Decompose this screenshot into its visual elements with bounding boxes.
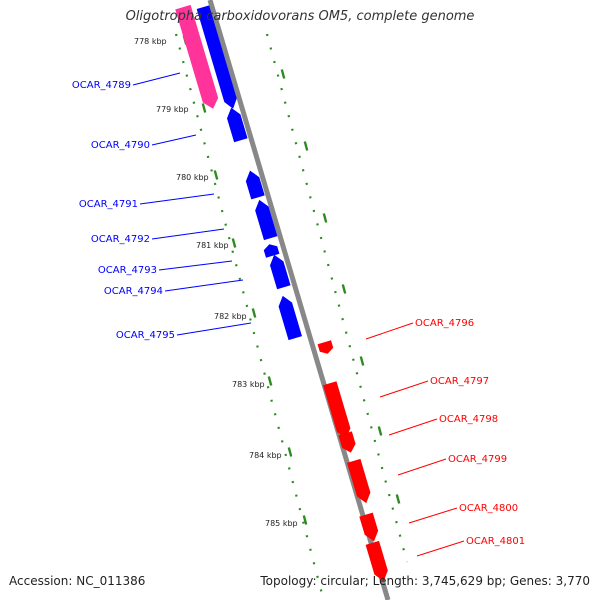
gene-label[interactable]: OCAR_4789 (72, 80, 131, 91)
ruler-tick (302, 515, 308, 525)
gene-label[interactable]: OCAR_4793 (98, 265, 157, 276)
ruler-tick (303, 141, 309, 151)
scale-label: 782 kbp (214, 312, 247, 321)
gene-leader-line (365, 322, 414, 340)
gene-arrows (175, 4, 388, 582)
gene-arrow (338, 431, 356, 453)
ruler-tick (201, 103, 207, 113)
scale-label: 785 kbp (265, 519, 298, 528)
gene-leader-line (139, 193, 215, 205)
genome-summary-text: Topology: circular; Length: 3,745,629 bp… (260, 574, 590, 588)
gene-label[interactable]: OCAR_4796 (415, 318, 474, 329)
gene-labels: OCAR_4789 OCAR_4790 OCAR_4791 OCAR_4792 OCAR… (72, 72, 525, 557)
scale-labels: 778 kbp 779 kbp 780 kbp 781 kbp 782 kbp 783 k… (134, 37, 298, 528)
scale-label: 779 kbp (156, 105, 189, 114)
gene-leader-line (397, 458, 447, 476)
gene-arrow (255, 199, 278, 241)
gene-label[interactable]: OCAR_4791 (79, 199, 138, 210)
gene-label[interactable]: OCAR_4792 (91, 234, 150, 245)
inner-dotted-ruler (174, 33, 324, 595)
ruler-tick (251, 308, 257, 318)
scale-label: 780 kbp (176, 173, 209, 182)
ruler-tick (395, 494, 401, 504)
gene-leader-line (151, 228, 225, 240)
gene-label[interactable]: OCAR_4795 (116, 330, 175, 341)
scale-label: 778 kbp (134, 37, 167, 46)
gene-arrow (317, 340, 334, 354)
gene-arrow (347, 458, 371, 504)
ruler-tick (377, 426, 383, 436)
gene-leader-line (176, 322, 252, 336)
gene-arrow (359, 512, 379, 542)
gene-arrow (227, 107, 248, 143)
ruler-tick (359, 356, 365, 366)
map-title: Oligotropha carboxidovorans OM5, complet… (125, 9, 475, 24)
gene-leader-line (408, 507, 458, 524)
ruler-tick (213, 170, 219, 180)
ruler-tick (280, 69, 286, 79)
gene-leader-line (379, 380, 429, 398)
gene-arrow (323, 381, 351, 439)
gene-label[interactable]: OCAR_4798 (439, 414, 498, 425)
gene-arrow (196, 5, 237, 109)
gene-label[interactable]: OCAR_4794 (104, 286, 163, 297)
gene-arrow (270, 254, 291, 290)
outer-ruler-ticks (280, 69, 401, 504)
genome-backbone (207, 0, 391, 600)
gene-arrow (365, 540, 388, 582)
gene-leader-line (416, 540, 465, 557)
gene-label[interactable]: OCAR_4790 (91, 140, 150, 151)
gene-arrow (278, 295, 302, 341)
scale-label: 784 kbp (249, 451, 282, 460)
gene-arrow (245, 170, 265, 200)
ruler-tick (231, 238, 237, 248)
ruler-tick (322, 213, 328, 223)
outer-dotted-ruler (265, 33, 409, 563)
gene-leader-line (164, 279, 244, 292)
gene-label[interactable]: OCAR_4801 (466, 536, 525, 547)
gene-leader-line (151, 134, 197, 146)
inner-ruler-ticks (182, 35, 308, 525)
ruler-tick (287, 447, 293, 457)
gene-label[interactable]: OCAR_4800 (459, 503, 518, 514)
gene-label[interactable]: OCAR_4797 (430, 376, 489, 387)
gene-leader-line (158, 260, 233, 271)
accession-text: Accession: NC_011386 (9, 574, 146, 588)
gene-arrow (263, 244, 280, 258)
gene-label[interactable]: OCAR_4799 (448, 454, 507, 465)
gene-leader-line (132, 72, 181, 86)
ruler-tick (341, 284, 347, 294)
ruler-tick (267, 376, 273, 386)
scale-label: 781 kbp (196, 241, 229, 250)
highlight-band (175, 4, 219, 109)
gene-leader-line (388, 418, 438, 436)
scale-label: 783 kbp (232, 380, 265, 389)
